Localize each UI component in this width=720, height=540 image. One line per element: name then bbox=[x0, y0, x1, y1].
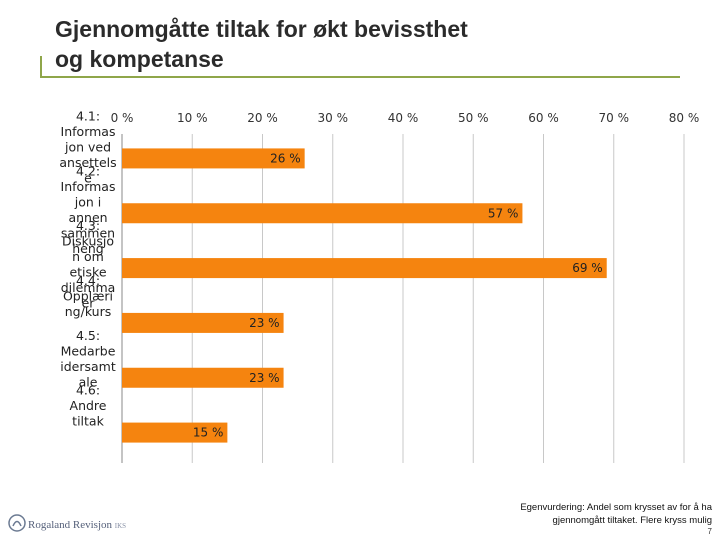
x-tick-label: 70 % bbox=[599, 111, 630, 125]
logo-wordmark: Rogaland Revisjon IKS bbox=[28, 519, 127, 531]
category-label: Informas bbox=[61, 124, 116, 139]
x-tick-label: 30 % bbox=[318, 111, 349, 125]
category-label: Opplæri bbox=[63, 288, 113, 303]
footnote-line-2: gjennomgått tiltaket. Flere kryss mulig bbox=[552, 515, 712, 526]
title-line-1: Gjennomgåtte tiltak for økt bevissthet bbox=[55, 16, 468, 42]
data-label: 15 % bbox=[193, 426, 224, 440]
slide-title: Gjennomgåtte tiltak for økt bevissthet o… bbox=[55, 14, 655, 74]
data-label: 23 % bbox=[249, 316, 280, 330]
x-tick-label: 60 % bbox=[528, 111, 559, 125]
category-label: jon i bbox=[74, 194, 102, 209]
title-accent-vertical bbox=[40, 56, 42, 78]
category-label: tiltak bbox=[72, 414, 104, 429]
category-label: 4.6: bbox=[76, 383, 100, 398]
x-tick-label: 80 % bbox=[669, 111, 700, 125]
bar bbox=[122, 312, 284, 333]
category-label: 4.2: bbox=[76, 163, 100, 178]
page-number: 7 bbox=[707, 527, 712, 536]
category-label: 4.5: bbox=[76, 328, 100, 343]
data-label: 23 % bbox=[249, 371, 280, 385]
bar bbox=[122, 148, 305, 169]
x-tick-label: 10 % bbox=[177, 111, 208, 125]
logo-icon bbox=[8, 514, 26, 532]
data-label: 69 % bbox=[572, 261, 603, 275]
category-label: jon ved bbox=[64, 139, 111, 154]
x-tick-label: 20 % bbox=[247, 111, 278, 125]
category-label: Diskusjo bbox=[62, 234, 114, 249]
x-tick-label: 50 % bbox=[458, 111, 489, 125]
category-label: n om bbox=[72, 249, 104, 264]
bar bbox=[122, 258, 607, 279]
data-label: 26 % bbox=[270, 151, 301, 165]
data-label: 57 % bbox=[488, 206, 519, 220]
category-label: ng/kurs bbox=[65, 304, 112, 319]
category-label: Andre bbox=[70, 398, 107, 413]
category-label: dilemma bbox=[61, 280, 116, 295]
category-label: Medarbe bbox=[61, 343, 116, 358]
bar bbox=[122, 422, 228, 443]
bar bbox=[122, 203, 523, 224]
footnote: Egenvurdering: Andel som krysset av for … bbox=[472, 501, 712, 527]
bar bbox=[122, 367, 284, 388]
x-tick-label: 0 % bbox=[111, 111, 134, 125]
rogaland-revisjon-logo: Rogaland Revisjon IKS bbox=[6, 512, 156, 538]
category-label: e bbox=[84, 170, 92, 185]
x-tick-label: 40 % bbox=[388, 111, 419, 125]
category-label: idersamt bbox=[60, 359, 116, 374]
category-label: heng bbox=[72, 241, 103, 256]
category-label: Informas bbox=[61, 179, 116, 194]
category-label: ale bbox=[79, 374, 98, 389]
category-label: 4.1: bbox=[76, 108, 100, 123]
category-label: er bbox=[82, 296, 96, 311]
category-label: annen bbox=[68, 210, 107, 225]
title-underline bbox=[40, 76, 680, 78]
category-label: 4.3: bbox=[76, 218, 100, 233]
footnote-line-1: Egenvurdering: Andel som krysset av for … bbox=[520, 502, 712, 513]
category-label: sammen bbox=[61, 225, 115, 240]
title-line-2: og kompetanse bbox=[55, 46, 224, 72]
category-label: ansettels bbox=[59, 155, 116, 170]
category-label: etiske bbox=[69, 265, 106, 280]
category-label: 4.4: bbox=[76, 273, 100, 288]
